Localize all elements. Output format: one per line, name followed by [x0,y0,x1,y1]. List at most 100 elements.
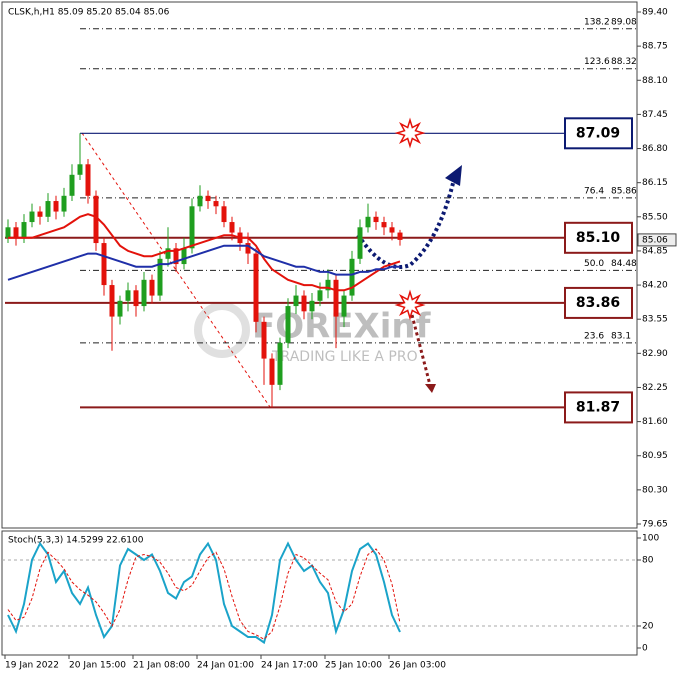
stoch-line [7,541,401,645]
level-label: 81.87 [576,399,620,415]
moving-average [7,244,400,281]
candle-body [349,258,355,296]
candle-body [213,201,219,207]
candle-body [29,211,35,223]
x-tick-label: 24 Jan 17:00 [261,661,318,671]
candle-body [389,227,395,233]
candle-body [397,232,403,240]
candle-body [133,290,139,307]
candle-body [373,216,379,223]
candle-body [69,174,75,196]
level-box [564,286,633,319]
candle-body [37,211,43,217]
y-tick-label: 80 [642,556,654,566]
candle-body [85,164,91,196]
fib-price: 85.86 [611,186,637,196]
candle-body [77,164,83,175]
candle-body [301,295,307,312]
fib-price: 84.48 [611,259,637,269]
level-box [564,221,633,254]
candle-body [325,279,331,291]
candle-body [221,206,227,223]
y-tick-label: 86.80 [642,144,668,154]
y-tick-label: 82.25 [642,383,668,393]
arrow-head [445,165,462,186]
candle-body [101,243,107,286]
y-tick-label: 89.40 [642,8,668,18]
x-tick-label: 20 Jan 15:00 [69,661,126,671]
candle-body [285,306,291,343]
y-tick-label: 100 [642,534,659,544]
candle-body [309,300,315,312]
candle-body [381,222,387,228]
candle-body [365,216,371,228]
moving-average [8,213,401,292]
y-tick-label: 88.10 [642,76,668,86]
y-tick-label: 80.95 [642,451,668,461]
fib-ratio: 76.4 [584,186,604,196]
candle-body [253,253,259,322]
main-panel [1,1,638,529]
bear-arrow [410,314,432,386]
candle-body [141,279,147,307]
y-tick-label: 82.90 [642,349,668,359]
bull-arrow [356,174,457,269]
x-tick-label: 26 Jan 03:00 [389,661,446,671]
y-tick-label: 84.20 [642,281,668,291]
candle-body [197,195,203,207]
fib-trend [81,132,271,408]
level-box [564,117,633,150]
price-tag [637,233,677,247]
fib-price: 88.32 [611,57,637,67]
candle-body [53,201,59,212]
candle-body [181,248,187,265]
candle-body [125,290,131,301]
chart-title: CLSK,h,H1 85.09 85.20 85.04 85.06 [8,8,170,18]
candle-body [173,248,179,265]
candle-body [45,201,51,217]
candle-body [261,321,267,359]
fib-price: 89.08 [611,17,637,27]
candle-body [205,195,211,202]
level-label: 85.10 [576,230,621,246]
burst [394,117,426,149]
level-label: 83.86 [576,295,620,311]
y-tick-label: 86.15 [642,178,668,188]
candle-body [61,195,67,212]
burst [394,289,426,321]
level-label: 87.09 [576,125,620,141]
y-tick-label: 88.75 [642,42,668,52]
y-tick-label: 20 [642,622,654,632]
candle-body [189,206,195,249]
candle-body [277,342,283,385]
candle-body [293,295,299,307]
y-tick-label: 85.50 [642,212,668,222]
candle-body [117,300,123,317]
x-tick-label: 25 Jan 10:00 [325,661,382,671]
y-tick-label: 80.30 [642,485,668,495]
candle-body [269,358,275,385]
candle-body [317,290,323,301]
watermark-sub: TRADING LIKE A PRO [271,349,418,365]
current-price: 85.06 [642,235,668,245]
candle-body [13,227,19,238]
candle-body [149,279,155,296]
y-tick-label: 83.55 [642,315,668,325]
level-box [564,391,633,424]
candle-body [341,295,347,317]
logo [194,302,250,358]
candle-body [93,195,99,244]
fib-ratio: 23.6 [584,331,604,341]
candle-body [109,285,115,317]
stoch-line [7,548,401,640]
fib-ratio: 123.6 [584,57,610,67]
x-tick-label: 19 Jan 2022 [5,661,59,671]
y-tick-label: 0 [642,644,648,654]
y-tick-label: 81.60 [642,417,668,427]
fib-ratio: 50.0 [584,259,604,269]
fib-price: 83.1 [611,331,631,341]
y-tick-label: 87.45 [642,110,668,120]
y-tick-label: 79.65 [642,520,668,530]
x-tick-label: 24 Jan 01:00 [197,661,254,671]
